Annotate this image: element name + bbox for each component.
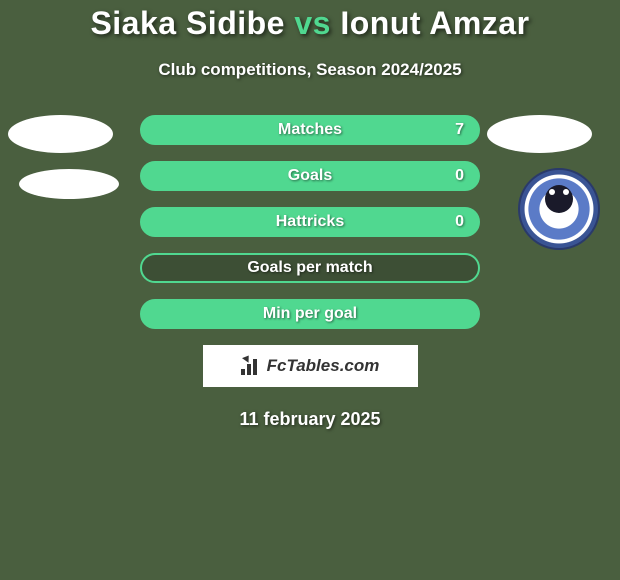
infographic-container: Siaka Sidibe vs Ionut Amzar Club competi…: [0, 0, 620, 430]
stat-label: Goals per match: [247, 259, 372, 277]
stat-value: 0: [455, 213, 464, 231]
stat-value: 0: [455, 167, 464, 185]
stat-bar-hattricks: Hattricks 0: [140, 207, 480, 237]
club-badge: 1945: [518, 168, 600, 250]
vs-text: vs: [294, 5, 331, 41]
player2-name: Ionut Amzar: [340, 5, 529, 41]
stat-bar-goals-per-match: Goals per match: [140, 253, 480, 283]
ball-icon: [545, 185, 573, 213]
stat-bar-matches: Matches 7: [140, 115, 480, 145]
stat-value: 7: [455, 121, 464, 139]
stat-label: Matches: [278, 121, 342, 139]
date-text: 11 february 2025: [0, 409, 620, 430]
player1-name: Siaka Sidibe: [90, 5, 285, 41]
club-year: 1945: [549, 216, 569, 226]
player2-badge-placeholder: [487, 115, 592, 153]
stat-label: Min per goal: [263, 305, 357, 323]
player1-badge-placeholder-2: [19, 169, 119, 199]
stat-bar-min-per-goal: Min per goal: [140, 299, 480, 329]
chart-icon: [241, 357, 263, 375]
stat-label: Goals: [288, 167, 332, 185]
stat-label: Hattricks: [276, 213, 344, 231]
subtitle-text: Club competitions, Season 2024/2025: [0, 60, 620, 80]
comparison-title: Siaka Sidibe vs Ionut Amzar: [0, 5, 620, 42]
source-logo-box: FcTables.com: [203, 345, 418, 387]
logo-text: FcTables.com: [267, 356, 380, 376]
stats-area: 1945 Matches 7 Goals 0 Hattricks 0 Goals…: [0, 115, 620, 430]
stat-bar-goals: Goals 0: [140, 161, 480, 191]
player1-badge-placeholder-1: [8, 115, 113, 153]
stat-bars-container: Matches 7 Goals 0 Hattricks 0 Goals per …: [140, 115, 480, 329]
club-badge-container: 1945: [518, 168, 600, 250]
